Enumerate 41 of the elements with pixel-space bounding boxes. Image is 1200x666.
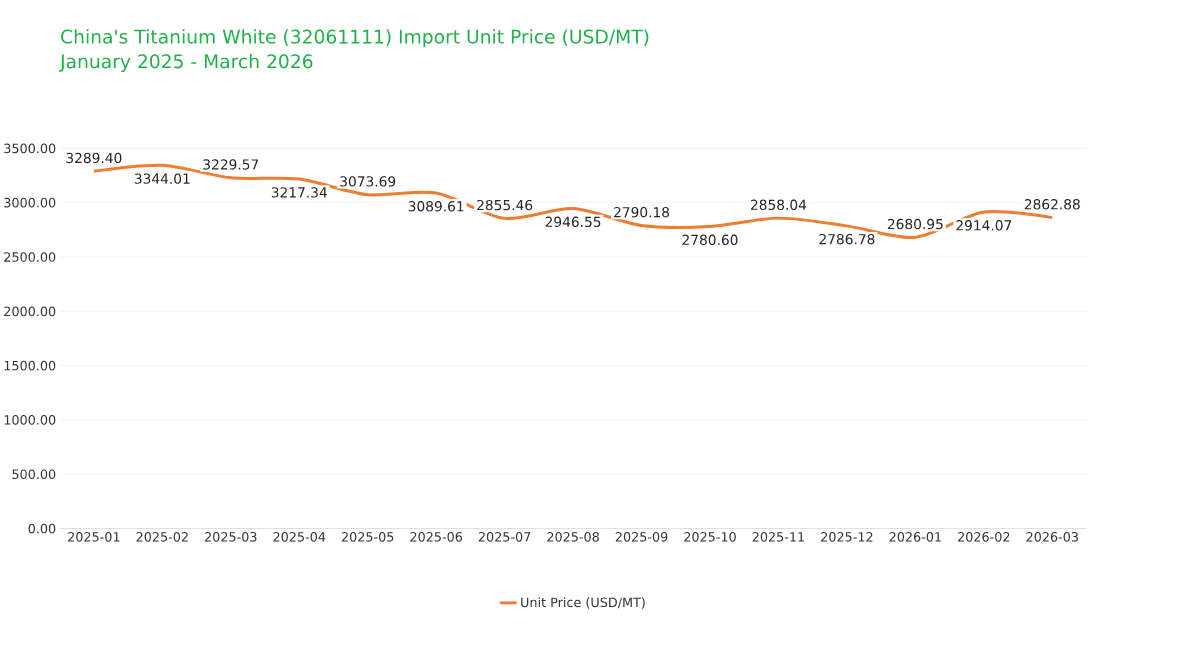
x-tick-label: 2025-07 [478,531,531,542]
y-tick-label: 2000.00 [4,306,56,316]
x-tick-label: 2026-02 [958,531,1010,542]
x-tick-label: 2026-01 [889,531,941,542]
x-tick-label: 2025-02 [136,531,188,542]
y-tick-label: 3500.00 [4,143,56,153]
x-tick-label: 2025-03 [205,531,257,542]
data-label: 2914.07 [956,219,1012,231]
y-tick-label: 3000.00 [4,197,56,208]
data-label: 3089.61 [408,200,464,212]
legend-label: Unit Price (USD/MT) [521,597,645,609]
y-tick-label: 0.00 [28,523,56,534]
data-label: 3217.34 [271,186,327,198]
data-label: 3289.40 [66,152,122,163]
data-label: 3344.01 [134,173,190,184]
data-label: 2780.60 [682,234,738,245]
data-label: 3229.57 [203,159,259,170]
x-tick-label: 2025-09 [615,531,668,542]
x-tick-label: 2025-08 [547,531,599,542]
chart-subtitle: January 2025 - March 2026 [59,53,313,72]
y-tick-label: 500.00 [12,469,56,479]
x-tick-label: 2025-04 [273,531,326,542]
y-tick-label: 1500.00 [4,360,56,371]
x-tick-label: 2026-03 [1026,531,1078,542]
data-label: 2858.04 [750,199,807,210]
data-label: 2680.95 [887,218,943,230]
data-label: 2786.78 [819,233,875,245]
x-tick-label: 2025-05 [341,531,394,542]
x-tick-label: 2025-06 [410,531,463,542]
data-label: 3073.69 [340,175,396,187]
data-label: 2855.46 [477,199,533,211]
data-label: 2790.18 [614,206,670,218]
y-tick-label: 1000.00 [4,414,56,425]
x-tick-label: 2025-12 [821,531,873,542]
y-tick-label: 2500.00 [4,251,56,262]
x-tick-label: 2025-10 [684,531,736,542]
chart-title: China's Titanium White (32061111) Import Unit Price (USD/MT) [61,29,649,48]
data-label: 2946.55 [545,216,601,227]
x-tick-label: 2025-11 [752,531,804,542]
x-tick-label: 2025-01 [68,531,120,542]
data-label: 2862.88 [1024,198,1080,210]
